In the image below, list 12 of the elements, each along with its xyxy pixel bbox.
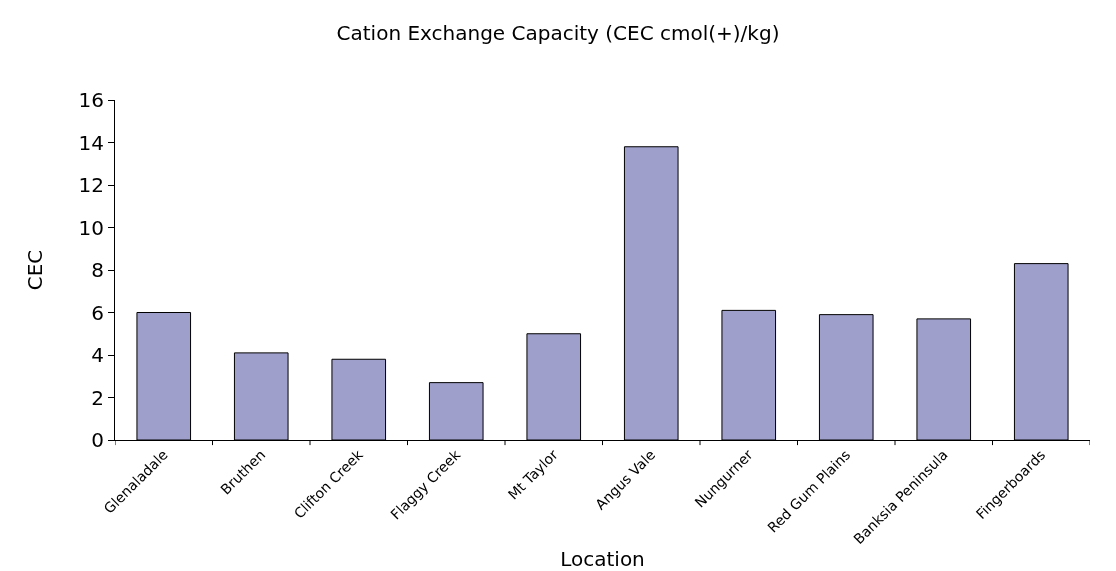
x-axis-title: Location	[560, 547, 645, 571]
y-axis-title: CEC	[23, 249, 48, 291]
y-tick-label: 14	[78, 130, 104, 155]
y-tick-label: 6	[91, 300, 104, 325]
y-tick-label: 16	[78, 88, 104, 112]
y-tick-label: 0	[91, 428, 104, 452]
y-tick-label: 10	[78, 215, 104, 240]
y-tick-label: 12	[78, 173, 104, 197]
y-tick-label: 4	[91, 343, 104, 367]
y-tick-label: 8	[91, 258, 104, 282]
y-tick-label: 2	[91, 385, 104, 410]
chart-title: Cation Exchange Capacity (CEC cmol(+)/kg)	[336, 20, 780, 45]
